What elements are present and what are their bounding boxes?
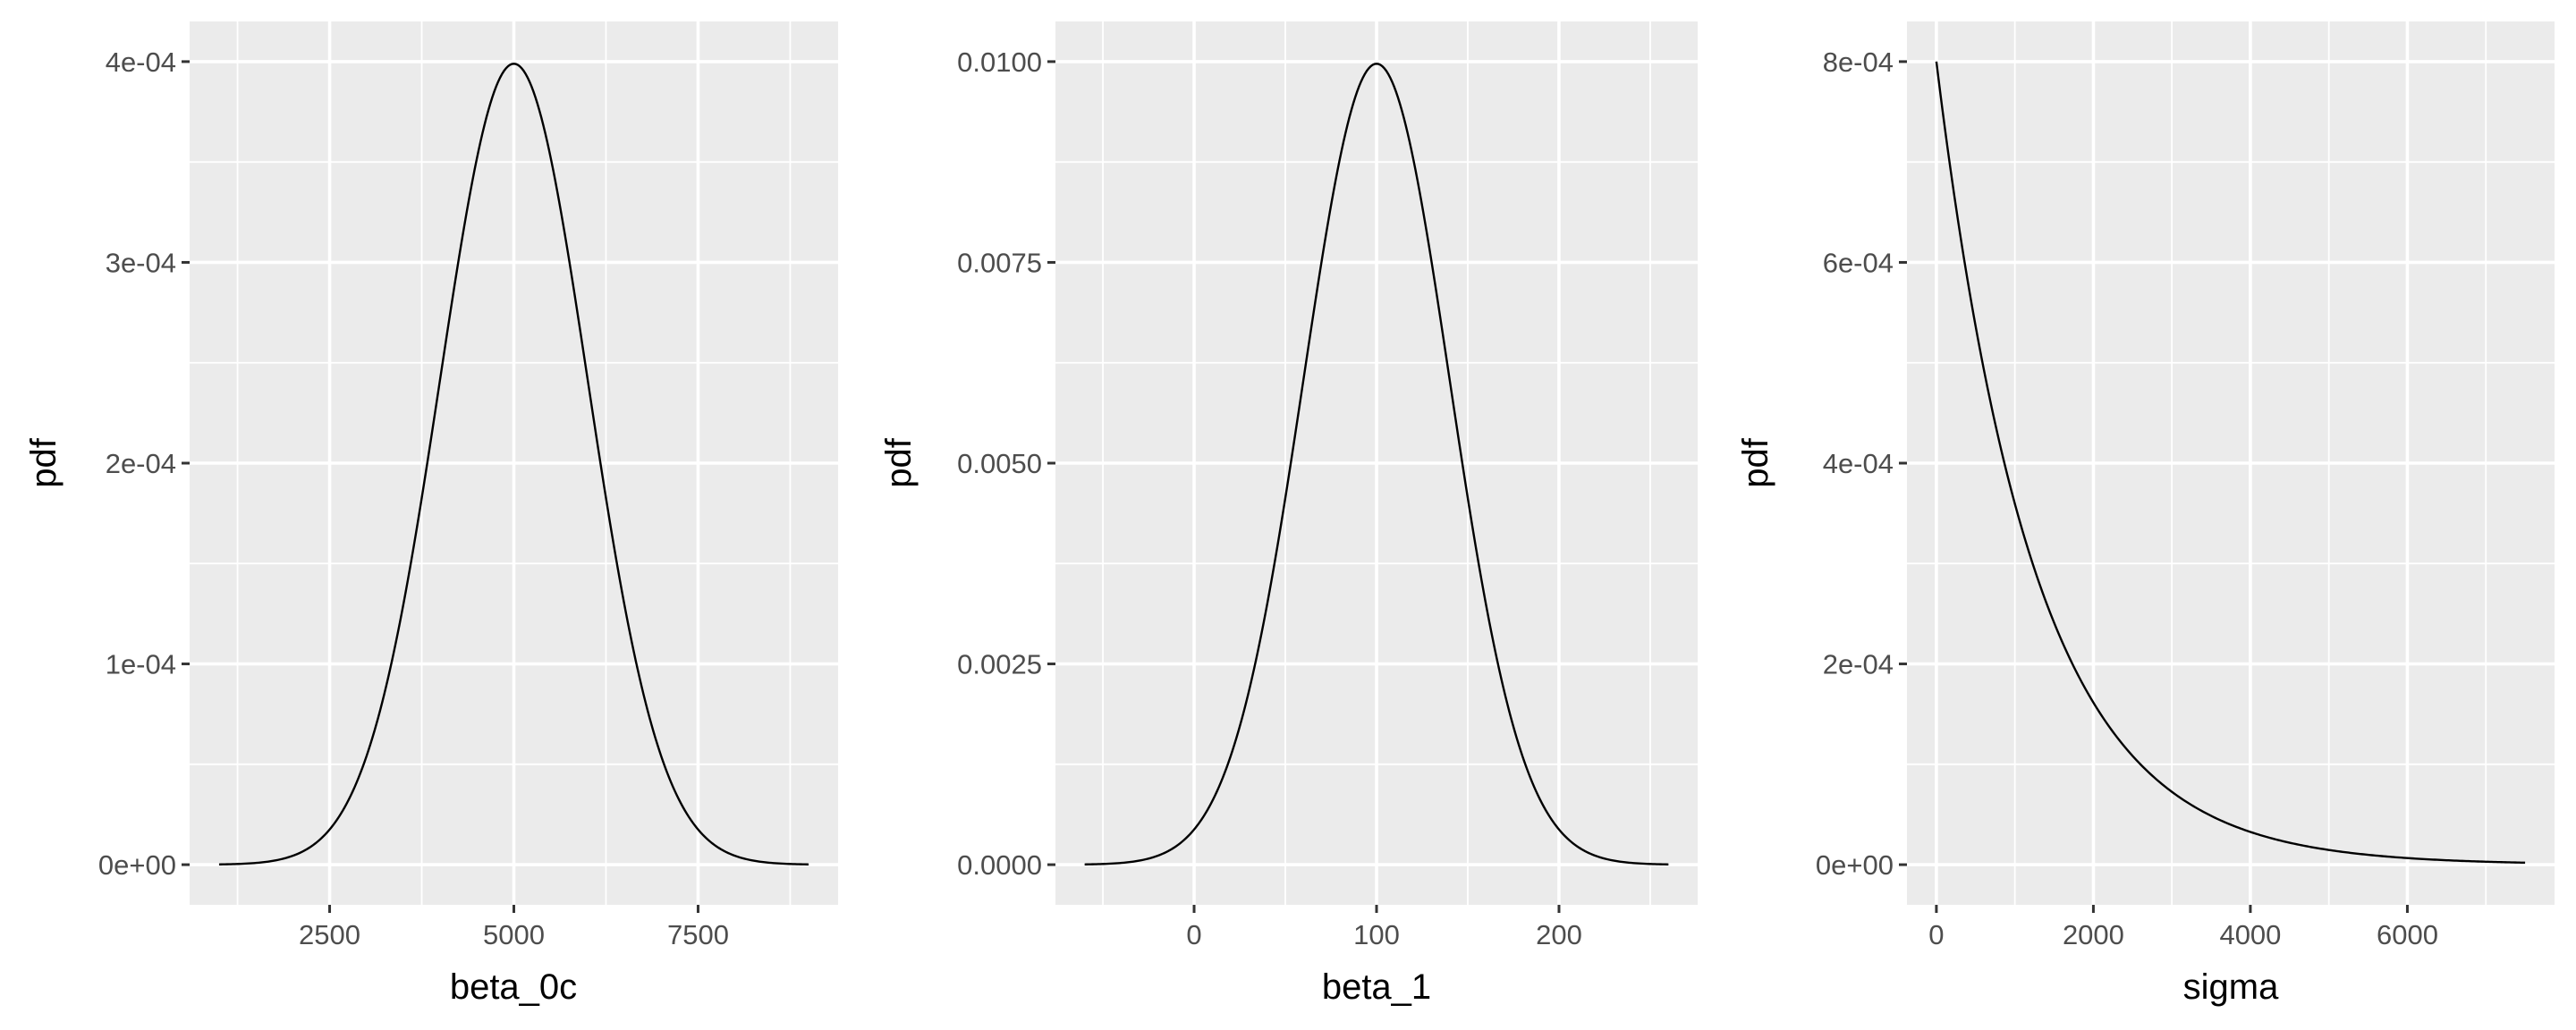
tick-marks bbox=[1047, 60, 1561, 913]
x-axis-title: beta_1 bbox=[1322, 967, 1431, 1007]
y-tick-label: 4e-04 bbox=[106, 46, 176, 78]
y-tick-label: 0.0075 bbox=[957, 247, 1042, 278]
x-tick-label: 2000 bbox=[2063, 919, 2124, 950]
x-tick-label: 2500 bbox=[299, 919, 360, 950]
y-tick-label: 0.0050 bbox=[957, 448, 1042, 479]
y-axis-title: pdf bbox=[879, 437, 919, 487]
y-tick-label: 1e-04 bbox=[106, 649, 176, 680]
panel-sigma: 0 2000 4000 6000 0e+002e-044e-046e-048e-04 … bbox=[1736, 21, 2555, 1007]
panel-beta-0c: 2500 5000 7500 0e+00 1e-04 2e-04 3e-04 4e-04 b… bbox=[24, 21, 838, 1007]
y-tick-label: 2e-04 bbox=[106, 448, 176, 479]
grid-lines bbox=[1907, 21, 2555, 905]
y-tick-labels: 0.0000 0.0025 0.0050 0.0075 0.0100 bbox=[957, 46, 1042, 881]
y-tick-label: 8e-04 bbox=[1823, 46, 1894, 78]
y-tick-label: 4e-04 bbox=[1823, 448, 1894, 479]
y-axis-title: pdf bbox=[24, 437, 64, 487]
y-tick-labels: 0e+00 1e-04 2e-04 3e-04 4e-04 bbox=[98, 46, 176, 881]
x-tick-labels: 0 2000 4000 6000 bbox=[1928, 919, 2438, 950]
density-curve bbox=[1084, 63, 1669, 865]
tick-marks bbox=[1899, 60, 2409, 913]
x-tick-labels: 0 100 200 bbox=[1186, 919, 1581, 950]
x-tick-label: 5000 bbox=[483, 919, 545, 950]
x-tick-label: 7500 bbox=[667, 919, 729, 950]
x-tick-label: 200 bbox=[1536, 919, 1582, 950]
x-axis-title: sigma bbox=[2183, 967, 2279, 1007]
x-tick-label: 0 bbox=[1186, 919, 1201, 950]
density-curve bbox=[1935, 61, 2526, 865]
y-tick-label: 0e+00 bbox=[1816, 849, 1894, 881]
density-curve bbox=[218, 63, 809, 865]
y-tick-label: 0.0000 bbox=[957, 849, 1042, 881]
x-tick-label: 0 bbox=[1928, 919, 1944, 950]
y-tick-label: 0e+00 bbox=[98, 849, 176, 881]
panel-beta-1: 0 100 200 0.0000 0.0025 0.0050 0.0075 0.0100 b… bbox=[879, 21, 1698, 1007]
grid-lines bbox=[1055, 21, 1698, 905]
y-tick-label: 3e-04 bbox=[106, 247, 176, 278]
x-tick-label: 100 bbox=[1353, 919, 1400, 950]
y-tick-label: 0.0100 bbox=[957, 46, 1042, 78]
y-tick-label: 2e-04 bbox=[1823, 649, 1894, 680]
x-tick-labels: 2500 5000 7500 bbox=[299, 919, 729, 950]
x-tick-label: 4000 bbox=[2219, 919, 2281, 950]
y-tick-label: 6e-04 bbox=[1823, 247, 1894, 278]
grid-lines bbox=[190, 21, 838, 905]
tick-marks bbox=[182, 60, 699, 913]
x-axis-title: beta_0c bbox=[450, 967, 577, 1007]
y-axis-title: pdf bbox=[1736, 437, 1775, 487]
x-tick-label: 6000 bbox=[2377, 919, 2438, 950]
y-tick-labels: 0e+00 2e-04 4e-04 6e-04 8e-04 bbox=[1816, 46, 1894, 881]
y-tick-label: 0.0025 bbox=[957, 649, 1042, 680]
